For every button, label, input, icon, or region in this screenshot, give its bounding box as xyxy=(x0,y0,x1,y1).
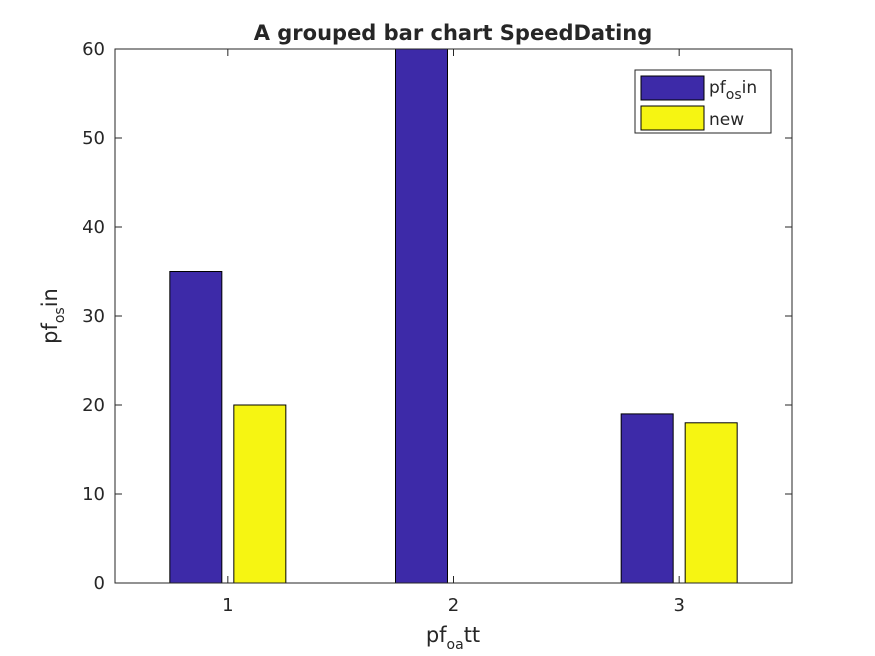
bar-2-cat-3 xyxy=(684,422,738,584)
bar-1-cat-2 xyxy=(395,48,448,584)
y-tick-label: 0 xyxy=(94,573,105,594)
y-tick-label: 30 xyxy=(82,306,105,327)
bar-1-cat-1 xyxy=(169,271,223,584)
legend-swatch-series-2 xyxy=(640,105,705,131)
y-tick-label: 60 xyxy=(82,39,105,60)
legend-label-series-1: pfosin xyxy=(709,78,757,103)
x-tick-label: 2 xyxy=(448,595,459,616)
x-axis: 1 2 3 xyxy=(222,49,685,616)
plot-area xyxy=(115,49,792,583)
legend: pfosin new xyxy=(634,69,772,134)
x-tick-label: 3 xyxy=(673,595,684,616)
y-tick-label: 40 xyxy=(82,217,105,238)
x-axis-label: pfoatt xyxy=(426,623,480,653)
x-tick-label: 1 xyxy=(222,595,233,616)
legend-swatch-series-1 xyxy=(640,75,705,101)
chart-title: A grouped bar chart SpeedDating xyxy=(254,21,653,45)
y-tick-label: 20 xyxy=(82,395,105,416)
y-axis: 0 10 20 30 40 50 60 xyxy=(82,39,792,594)
bars-layer xyxy=(169,48,738,584)
legend-label-series-2: new xyxy=(709,110,744,130)
y-tick-label: 50 xyxy=(82,128,105,149)
y-tick-label: 10 xyxy=(82,484,105,505)
bar-2-cat-1 xyxy=(233,404,287,584)
y-axis-label: pfosin xyxy=(38,288,68,344)
bar-1-cat-3 xyxy=(620,413,674,584)
